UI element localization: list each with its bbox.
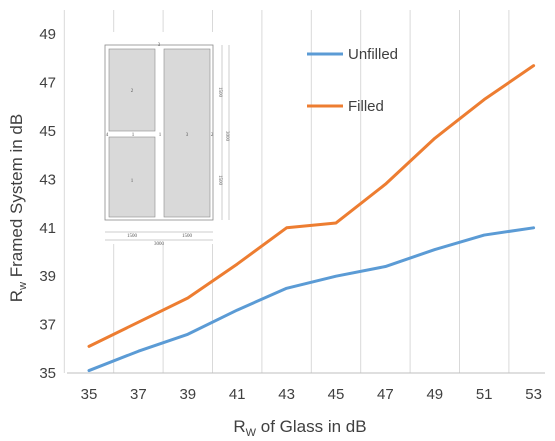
x-tick-label: 39 xyxy=(179,386,196,403)
inset-joint-label: 1 xyxy=(132,133,135,138)
inset-top-mark: 3 xyxy=(158,43,161,48)
y-axis-title: Rw Framed System in dB xyxy=(7,114,29,302)
y-tick-labels: 35 37 39 41 43 45 47 49 xyxy=(39,26,56,382)
inset-panel-label: 2 xyxy=(131,89,134,94)
y-tick-label: 43 xyxy=(39,171,56,188)
y-tick-label: 39 xyxy=(39,268,56,285)
inset-joint-label: 1 xyxy=(159,133,162,138)
inset-panel-label: 1 xyxy=(131,179,134,184)
x-axis-title: RW of Glass in dB xyxy=(233,417,366,439)
inset-dim-label: 1500 xyxy=(217,87,222,98)
inset-joint-label: 4 xyxy=(106,133,109,138)
y-tick-label: 49 xyxy=(39,26,56,43)
legend: Unfilled Filled xyxy=(307,46,398,115)
legend-label-filled: Filled xyxy=(348,98,384,115)
x-tick-label: 53 xyxy=(525,386,542,403)
inset-dim-label: 1500 xyxy=(217,175,222,186)
y-tick-label: 45 xyxy=(39,123,56,140)
x-axis-title-rest: of Glass in dB xyxy=(256,417,367,436)
x-tick-labels: 35 37 39 41 43 45 47 49 51 53 xyxy=(81,386,542,403)
x-tick-label: 47 xyxy=(377,386,394,403)
y-tick-label: 35 xyxy=(39,365,56,382)
x-tick-label: 35 xyxy=(81,386,98,403)
inset-dim-label: 1500 xyxy=(182,234,193,239)
inset-drawing: 3 2 1 3 4 1 1 2 1500 3000 1500 1500 1500… xyxy=(88,32,234,247)
x-tick-label: 51 xyxy=(476,386,493,403)
x-tick-label: 37 xyxy=(130,386,147,403)
x-tick-label: 45 xyxy=(328,386,345,403)
y-tick-label: 37 xyxy=(39,317,56,334)
legend-label-unfilled: Unfilled xyxy=(348,46,398,63)
series-line-unfilled xyxy=(87,226,536,373)
series-lines xyxy=(87,64,536,373)
x-axis-title-main: R xyxy=(233,417,245,436)
inset-panel-bottom-left xyxy=(108,136,156,218)
inset-dim-label: 3000 xyxy=(224,131,229,142)
x-axis-title-subscript: W xyxy=(246,427,257,439)
inset-joint-label: 2 xyxy=(211,133,214,138)
y-axis-title-main: R xyxy=(7,290,26,302)
y-tick-label: 47 xyxy=(39,75,56,92)
x-tick-label: 43 xyxy=(278,386,295,403)
x-tick-label: 41 xyxy=(229,386,246,403)
y-tick-label: 41 xyxy=(39,220,56,237)
inset-panel-label: 3 xyxy=(186,133,189,138)
y-axis-title-rest: Framed System in dB xyxy=(7,114,26,282)
x-tick-label: 49 xyxy=(426,386,443,403)
inset-dim-label: 1500 xyxy=(127,234,138,239)
series-line-filled xyxy=(87,64,536,348)
inset-panel-right xyxy=(163,48,211,218)
inset-panel-top-left xyxy=(108,48,156,132)
inset-dim-label: 3000 xyxy=(154,242,165,247)
y-axis-title-subscript: w xyxy=(17,282,29,291)
